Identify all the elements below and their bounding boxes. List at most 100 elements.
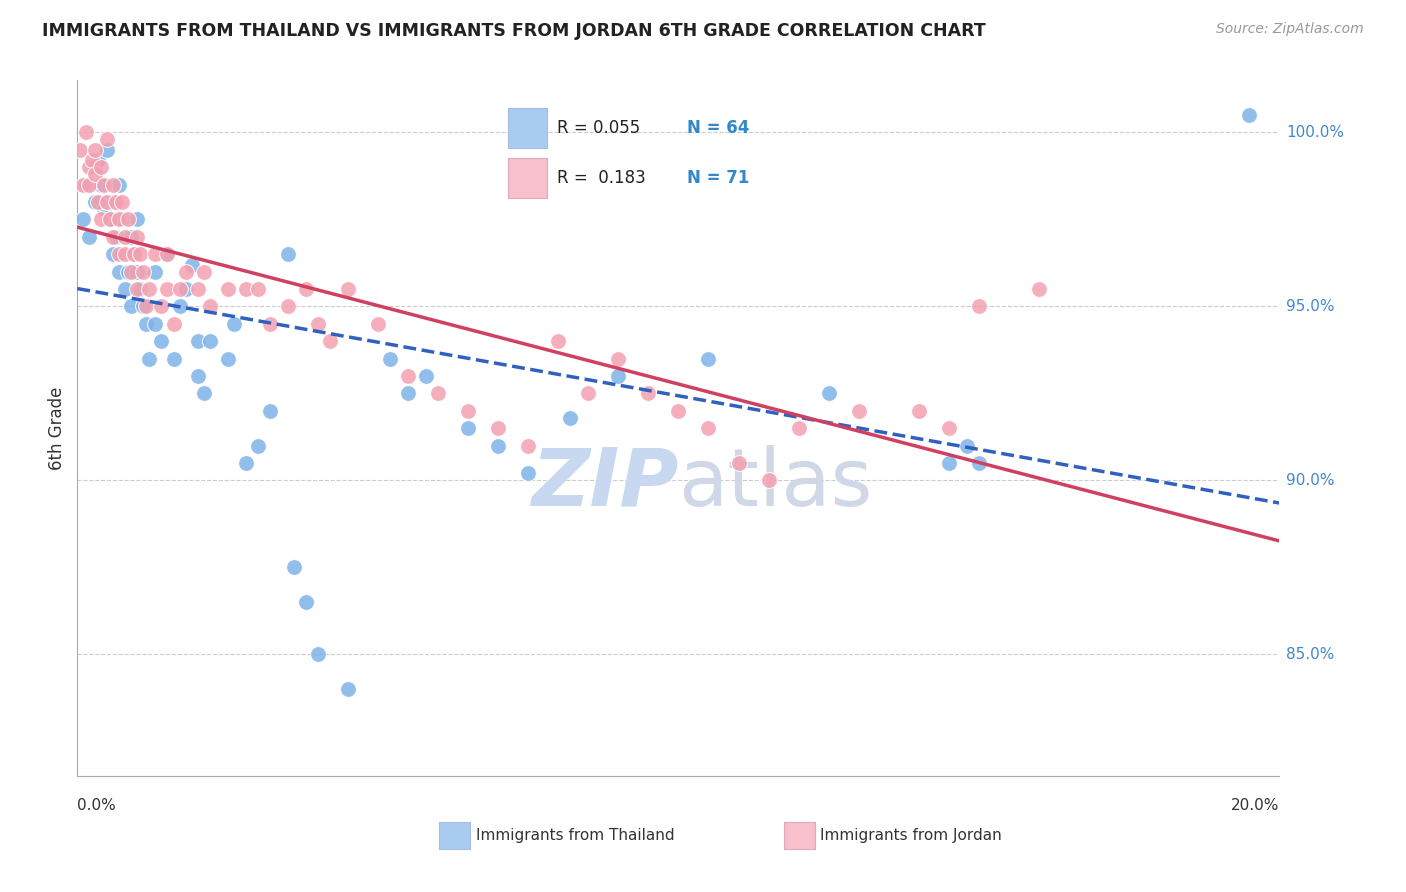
- Point: [145, 317, 167, 331]
- Point: [75, 125, 97, 139]
- Point: [956, 438, 979, 452]
- Point: [217, 351, 239, 366]
- Point: [283, 560, 305, 574]
- Text: R = 0.055: R = 0.055: [557, 120, 640, 137]
- Point: [169, 282, 191, 296]
- Point: [486, 421, 509, 435]
- Point: [169, 299, 191, 313]
- Point: [93, 178, 115, 192]
- Point: [127, 230, 149, 244]
- Point: [117, 264, 139, 278]
- Point: [193, 264, 215, 278]
- Point: [486, 438, 509, 452]
- Point: [222, 317, 245, 331]
- Point: [138, 351, 160, 366]
- Point: [114, 247, 136, 261]
- Point: [96, 195, 118, 210]
- Point: [103, 247, 125, 261]
- Point: [668, 403, 690, 417]
- Point: [517, 438, 540, 452]
- Point: [294, 282, 316, 296]
- Point: [246, 282, 269, 296]
- Point: [90, 212, 112, 227]
- Text: 100.0%: 100.0%: [1286, 125, 1344, 140]
- Text: Immigrants from Thailand: Immigrants from Thailand: [475, 829, 675, 843]
- Point: [787, 421, 810, 435]
- Point: [120, 230, 142, 244]
- Point: [156, 247, 179, 261]
- Point: [193, 386, 215, 401]
- Point: [637, 386, 659, 401]
- Point: [307, 647, 329, 661]
- Point: [105, 230, 128, 244]
- Point: [307, 317, 329, 331]
- Point: [378, 351, 401, 366]
- Bar: [508, 159, 547, 199]
- Point: [967, 456, 990, 470]
- Bar: [508, 108, 547, 148]
- Text: N = 71: N = 71: [686, 169, 749, 187]
- Point: [186, 282, 209, 296]
- Point: [100, 212, 122, 227]
- Point: [908, 403, 931, 417]
- Point: [84, 143, 107, 157]
- Point: [560, 410, 582, 425]
- Point: [72, 212, 94, 227]
- Point: [127, 212, 149, 227]
- Point: [87, 153, 110, 168]
- Y-axis label: 6th Grade: 6th Grade: [48, 386, 66, 470]
- Point: [127, 264, 149, 278]
- Point: [277, 299, 299, 313]
- Point: [105, 195, 128, 210]
- Point: [174, 264, 197, 278]
- Point: [111, 212, 134, 227]
- Point: [336, 681, 359, 696]
- Point: [132, 264, 155, 278]
- Point: [217, 282, 239, 296]
- Point: [1239, 108, 1261, 122]
- Point: [120, 299, 142, 313]
- Text: 0.0%: 0.0%: [77, 798, 117, 814]
- Text: 90.0%: 90.0%: [1286, 473, 1334, 488]
- Point: [156, 247, 179, 261]
- Point: [457, 421, 479, 435]
- Point: [84, 161, 107, 175]
- Point: [547, 334, 569, 348]
- Point: [132, 299, 155, 313]
- Point: [938, 456, 960, 470]
- Point: [108, 247, 131, 261]
- Point: [79, 230, 101, 244]
- Point: [848, 403, 870, 417]
- Point: [129, 247, 152, 261]
- Point: [145, 247, 167, 261]
- Point: [180, 258, 202, 272]
- Point: [277, 247, 299, 261]
- Text: Source: ZipAtlas.com: Source: ZipAtlas.com: [1216, 22, 1364, 37]
- Point: [457, 403, 479, 417]
- Point: [111, 195, 134, 210]
- Point: [727, 456, 749, 470]
- Text: atlas: atlas: [679, 445, 873, 523]
- Point: [96, 195, 118, 210]
- Point: [938, 421, 960, 435]
- Point: [150, 334, 173, 348]
- Point: [79, 178, 101, 192]
- Point: [72, 178, 94, 192]
- Text: 85.0%: 85.0%: [1286, 647, 1334, 662]
- Point: [336, 282, 359, 296]
- Point: [576, 386, 599, 401]
- Point: [235, 456, 257, 470]
- Point: [259, 403, 281, 417]
- Point: [967, 299, 990, 313]
- Point: [96, 132, 118, 146]
- Point: [758, 473, 780, 487]
- Point: [135, 317, 157, 331]
- Text: ZIP: ZIP: [531, 445, 679, 523]
- Point: [87, 195, 110, 210]
- Point: [162, 351, 184, 366]
- Point: [127, 282, 149, 296]
- Point: [84, 167, 107, 181]
- Point: [103, 178, 125, 192]
- Point: [96, 143, 118, 157]
- Point: [294, 595, 316, 609]
